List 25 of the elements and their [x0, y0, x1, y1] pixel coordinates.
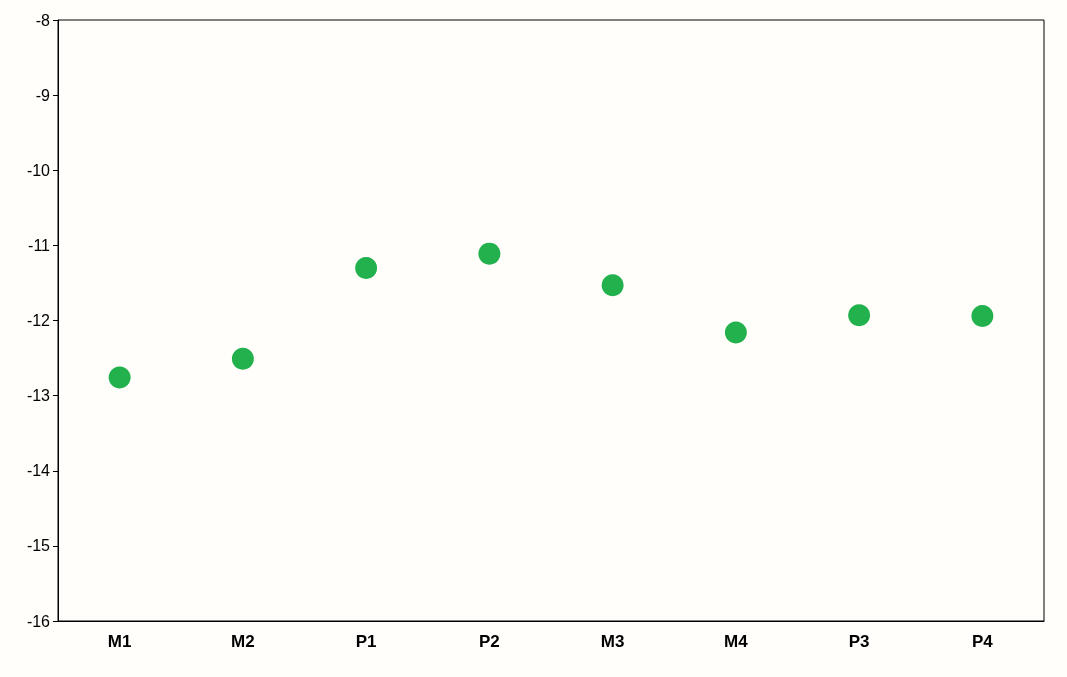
y-tick-label: -10	[26, 161, 51, 179]
y-tick-label: -8	[35, 11, 51, 29]
point	[724, 321, 747, 344]
point	[108, 366, 131, 389]
y-tick-label: -13	[26, 387, 51, 405]
point	[971, 305, 994, 327]
x-tick-label: P2	[478, 632, 500, 651]
x-tick-label: M2	[231, 632, 255, 651]
y-tick-label: -11	[28, 236, 51, 254]
x-tick-label: P4	[971, 632, 994, 651]
point	[601, 274, 624, 297]
y-tick-label: -16	[26, 612, 51, 630]
x-tick-label: P1	[355, 632, 377, 651]
point	[355, 256, 378, 279]
y-tick-label: -14	[26, 462, 51, 480]
x-tick-label: P3	[848, 632, 870, 651]
x-tick-label: M3	[600, 632, 625, 651]
point	[478, 242, 501, 265]
point	[848, 304, 871, 327]
x-tick-label: M1	[107, 632, 132, 651]
y-tick-label: -15	[26, 537, 51, 555]
point	[231, 347, 254, 370]
x-tick-label: M4	[724, 632, 749, 651]
y-tick-label: -12	[26, 312, 51, 329]
y-tick-label: -9	[35, 86, 51, 104]
